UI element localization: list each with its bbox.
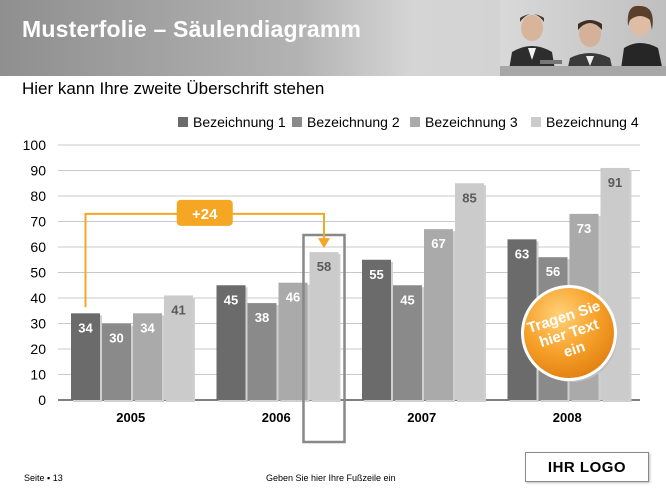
data-label: 30 bbox=[109, 331, 123, 346]
bar bbox=[133, 313, 162, 400]
logo-placeholder: IHR LOGO bbox=[525, 452, 649, 482]
legend-item: Bezeichnung 2 bbox=[292, 114, 400, 130]
y-tick-label: 30 bbox=[30, 316, 46, 332]
data-label: 73 bbox=[577, 221, 591, 236]
bar bbox=[455, 183, 484, 400]
x-tick-label: 2005 bbox=[116, 410, 145, 425]
badge-text-line: ein bbox=[561, 338, 587, 361]
data-label: 55 bbox=[369, 267, 383, 282]
footer-text: Geben Sie hier Ihre Fußzeile ein bbox=[266, 473, 396, 483]
bar bbox=[216, 285, 246, 400]
delta-label-box bbox=[176, 199, 233, 226]
legend-swatch bbox=[410, 117, 420, 127]
data-label: 34 bbox=[78, 320, 93, 335]
legend-swatch bbox=[531, 117, 541, 127]
bar bbox=[102, 323, 131, 400]
legend-swatch bbox=[178, 117, 188, 127]
y-tick-label: 50 bbox=[30, 265, 46, 281]
y-tick-label: 60 bbox=[30, 239, 46, 255]
data-label: 45 bbox=[400, 292, 414, 307]
slide-title: Musterfolie – Säulendiagramm bbox=[22, 16, 362, 42]
data-label: 67 bbox=[431, 236, 445, 251]
header-photo bbox=[500, 0, 666, 76]
data-label: 45 bbox=[224, 292, 238, 307]
data-label: 41 bbox=[171, 302, 185, 317]
business-people-photo-icon bbox=[500, 0, 666, 76]
delta-arrowhead bbox=[318, 238, 330, 249]
legend-item: Bezeichnung 1 bbox=[178, 114, 286, 130]
page-number: Seite ▪ 13 bbox=[24, 473, 63, 483]
y-tick-label: 80 bbox=[30, 188, 46, 204]
data-label: 38 bbox=[255, 310, 269, 325]
bar bbox=[393, 285, 422, 400]
legend-label: Bezeichnung 1 bbox=[193, 114, 286, 130]
slide-subtitle: Hier kann Ihre zweite Überschrift stehen bbox=[22, 79, 325, 98]
y-tick-label: 10 bbox=[30, 367, 46, 383]
data-label: 91 bbox=[608, 175, 622, 190]
y-tick-label: 0 bbox=[38, 392, 46, 408]
legend-label: Bezeichnung 2 bbox=[307, 114, 400, 130]
legend-item: Bezeichnung 3 bbox=[410, 114, 518, 130]
y-tick-label: 70 bbox=[30, 214, 46, 230]
x-tick-label: 2008 bbox=[553, 410, 582, 425]
data-label: 34 bbox=[140, 320, 155, 335]
bar bbox=[424, 229, 453, 400]
legend-swatch bbox=[292, 117, 302, 127]
y-tick-label: 40 bbox=[30, 290, 46, 306]
data-label: 85 bbox=[462, 190, 476, 205]
data-label: 46 bbox=[286, 290, 300, 305]
data-label: 58 bbox=[317, 259, 331, 274]
bar bbox=[362, 259, 391, 400]
legend-label: Bezeichnung 3 bbox=[425, 114, 518, 130]
bar-chart: 0 10 20 30 40 50 60 70 80 90 100 34 30 34 41 2005 45 38 46… bbox=[23, 114, 640, 444]
badge-circle bbox=[524, 288, 614, 378]
bar bbox=[164, 295, 193, 400]
bar bbox=[247, 303, 277, 400]
bar bbox=[71, 313, 100, 400]
x-tick-label: 2006 bbox=[262, 410, 291, 425]
slide-header: Musterfolie – Säulendiagramm bbox=[0, 0, 666, 76]
bar bbox=[309, 252, 339, 400]
y-tick-label: 20 bbox=[30, 341, 46, 357]
delta-label: +24 bbox=[192, 206, 218, 223]
x-tick-label: 2007 bbox=[407, 410, 436, 425]
data-label: 63 bbox=[515, 246, 529, 261]
y-tick-label: 100 bbox=[23, 137, 47, 153]
legend-label: Bezeichnung 4 bbox=[546, 114, 639, 130]
y-tick-label: 90 bbox=[30, 163, 46, 179]
legend-item: Bezeichnung 4 bbox=[531, 114, 639, 130]
data-label: 56 bbox=[546, 264, 560, 279]
